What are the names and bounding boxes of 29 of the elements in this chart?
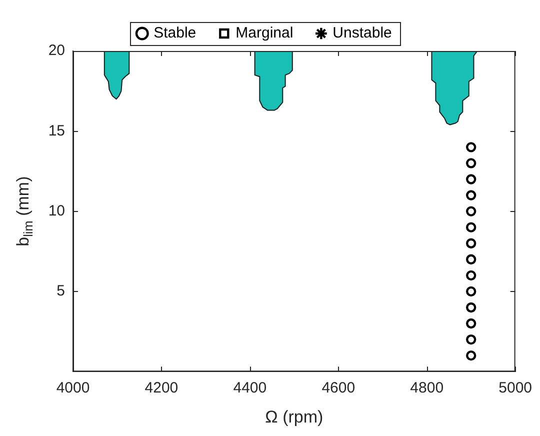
y-tick-label: 15 bbox=[48, 122, 65, 140]
point bbox=[466, 222, 476, 232]
y-tick-label: 10 bbox=[48, 202, 65, 220]
point bbox=[466, 270, 476, 281]
point bbox=[466, 238, 476, 248]
y-tick-label: 20 bbox=[48, 42, 65, 60]
point bbox=[466, 158, 476, 168]
x-tick-label: 4800 bbox=[410, 380, 444, 397]
point bbox=[466, 206, 476, 216]
x-axis-title: Ω (rpm) bbox=[265, 407, 324, 426]
point bbox=[466, 254, 476, 264]
point bbox=[466, 142, 476, 152]
legend-label: Unstable bbox=[332, 24, 392, 42]
point bbox=[466, 334, 476, 345]
x-tick-label: 4000 bbox=[56, 380, 90, 397]
y-tick-label: 5 bbox=[56, 282, 65, 300]
legend-label: Marginal bbox=[236, 24, 294, 42]
point bbox=[466, 318, 476, 329]
point bbox=[466, 350, 476, 361]
x-tick-label: 4200 bbox=[144, 380, 178, 397]
y-axis-title: blim (mm) bbox=[14, 176, 36, 246]
x-tick-label: 5000 bbox=[498, 380, 532, 397]
legend-label: Stable bbox=[154, 24, 196, 42]
point bbox=[466, 286, 476, 297]
x-tick-label: 4400 bbox=[233, 380, 267, 397]
point bbox=[466, 174, 476, 184]
x-tick-label: 4600 bbox=[322, 380, 356, 397]
point bbox=[466, 190, 476, 200]
point bbox=[466, 302, 476, 313]
